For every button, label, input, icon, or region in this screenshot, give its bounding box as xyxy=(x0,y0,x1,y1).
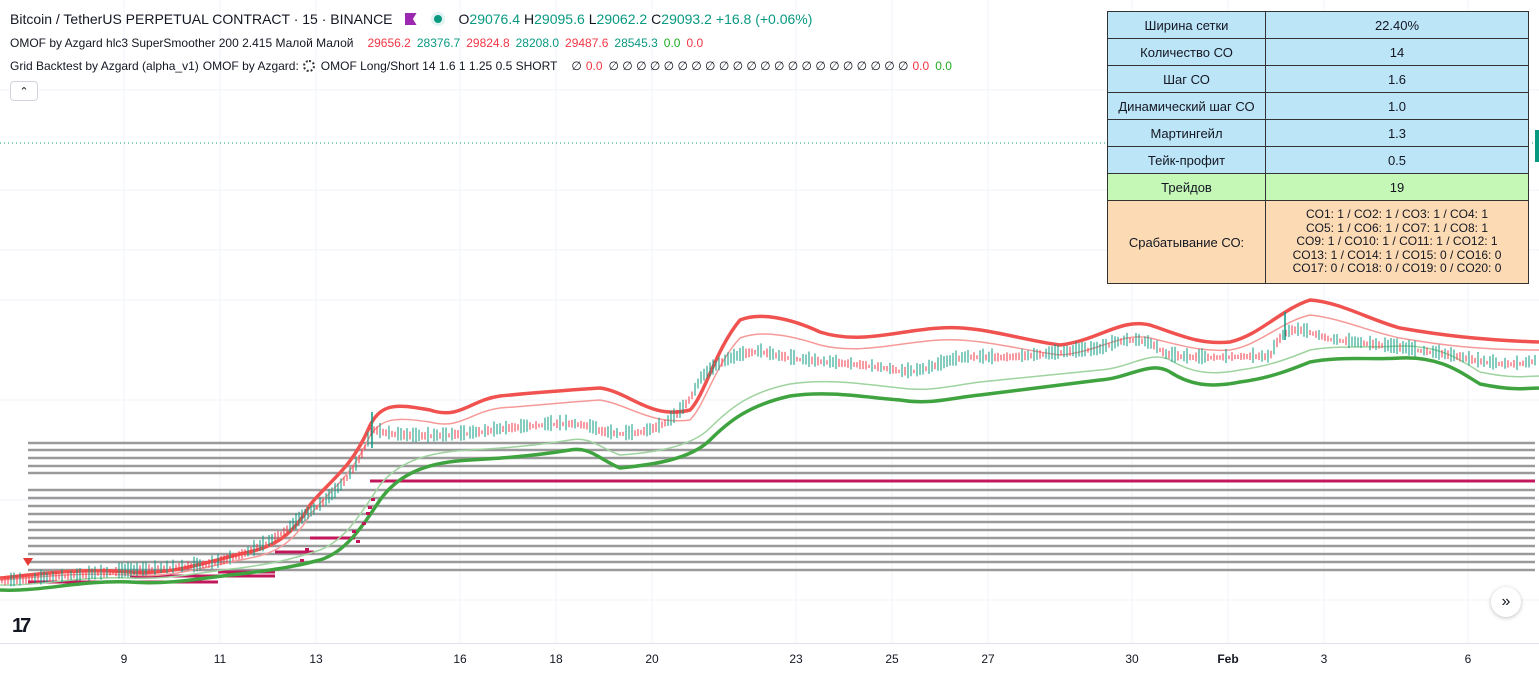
stat-value: 1.0 xyxy=(1265,92,1529,120)
stat-value: 1.6 xyxy=(1265,65,1529,93)
table-row: Динамический шаг СО 1.0 xyxy=(1107,92,1529,120)
ohlc-close-label: C xyxy=(651,11,662,27)
time-tick: 18 xyxy=(549,652,563,666)
time-axis[interactable]: 9 11 13 16 18 20 23 25 27 30 Feb 3 6 xyxy=(0,643,1539,682)
double-chevron-right-icon: » xyxy=(1501,593,1511,610)
stat-label: Количество СО xyxy=(1107,38,1266,66)
time-tick: 27 xyxy=(981,652,995,666)
tradingview-logo-icon[interactable]: 17 xyxy=(12,615,31,637)
ohlc-low-label: L xyxy=(588,11,597,27)
stat-label: Шаг СО xyxy=(1107,65,1266,93)
grid-zero-value: 0.0 xyxy=(912,59,930,73)
lower-inner-band xyxy=(0,345,1539,586)
table-row: Мартингейл 1.3 xyxy=(1107,119,1529,147)
co-line: CO9: 1 / CO10: 1 / CO11: 1 / CO12: 1 xyxy=(1296,234,1498,249)
time-tick: 16 xyxy=(453,652,467,666)
stat-label: Трейдов xyxy=(1107,173,1266,201)
table-row: Срабатывание СО: CO1: 1 / CO2: 1 / CO3: … xyxy=(1107,200,1529,284)
grid-params: OMOF Long/Short 14 1.6 1 1.25 0.5 SHORT xyxy=(320,59,558,73)
co-line: CO17: 0 / CO18: 0 / CO19: 0 / CO20: 0 xyxy=(1292,261,1502,276)
upper-inner-band xyxy=(0,314,1539,581)
gear-icon xyxy=(302,60,315,72)
grid-stats-table: Ширина сетки 22.40% Количество СО 14 Шаг… xyxy=(1107,11,1529,284)
price-path-guide xyxy=(0,331,1539,582)
flag-icon[interactable] xyxy=(404,13,417,25)
stat-label: Тейк-профит xyxy=(1107,146,1266,174)
omof-value: 0.0 xyxy=(686,36,704,50)
time-tick: 25 xyxy=(885,652,899,666)
symbol-legend: Bitcoin / TetherUS PERPETUAL CONTRACT · … xyxy=(10,11,816,27)
grid-empty-values: ∅ ∅ ∅ ∅ ∅ ∅ ∅ ∅ ∅ ∅ ∅ ∅ ∅ ∅ ∅ ∅ ∅ ∅ ∅ ∅ … xyxy=(608,59,909,73)
order-marker xyxy=(371,498,375,501)
stat-label: Динамический шаг СО xyxy=(1107,92,1266,120)
stat-label: Мартингейл xyxy=(1107,119,1266,147)
grid-source-label: OMOF by Azgard: xyxy=(202,59,299,73)
grid-backtest-name[interactable]: Grid Backtest by Azgard (alpha_v1) xyxy=(10,59,199,73)
time-tick: 3 xyxy=(1320,652,1328,666)
order-marker xyxy=(356,540,360,543)
omof-value: 29487.6 xyxy=(565,36,609,50)
market-open-dot-icon xyxy=(430,12,445,26)
co-line: CO5: 1 / CO6: 1 / CO7: 1 / CO8: 1 xyxy=(1305,220,1489,235)
co-line: CO13: 1 / CO14: 1 / CO15: 0 / CO16: 0 xyxy=(1292,247,1502,262)
scroll-to-realtime-button[interactable]: » xyxy=(1491,587,1521,617)
stat-value: 1.3 xyxy=(1265,119,1529,147)
time-tick: 6 xyxy=(1464,652,1472,666)
stat-value: 0.5 xyxy=(1265,146,1529,174)
co-trigger-label: Срабатывание СО: xyxy=(1107,200,1266,284)
time-tick: 11 xyxy=(213,652,227,666)
ohlc-open-value: 29076.4 xyxy=(469,11,521,27)
chart-pane[interactable]: Bitcoin / TetherUS PERPETUAL CONTRACT · … xyxy=(0,0,1539,643)
symbol-title[interactable]: Bitcoin / TetherUS PERPETUAL CONTRACT · … xyxy=(10,11,393,27)
ohlc-high-value: 29095.6 xyxy=(534,11,585,27)
order-marker xyxy=(366,512,370,515)
table-row: Трейдов 19 xyxy=(1107,173,1529,201)
upper-band xyxy=(0,298,1539,580)
order-marker xyxy=(368,506,372,509)
grid-empty-value: ∅ xyxy=(571,59,582,73)
lower-band xyxy=(0,356,1539,592)
time-tick: 9 xyxy=(120,652,128,666)
order-marker xyxy=(352,530,356,533)
order-marker xyxy=(300,559,304,562)
omof-value: 28545.3 xyxy=(614,36,658,50)
ohlc-low-value: 29062.2 xyxy=(596,11,648,27)
stat-value: 19 xyxy=(1265,173,1529,201)
ohlc-high-label: H xyxy=(524,11,535,27)
stat-label: Ширина сетки xyxy=(1107,11,1266,39)
omof-value: 28376.7 xyxy=(416,36,461,50)
time-tick: 30 xyxy=(1125,652,1139,666)
omof-indicator-name[interactable]: OMOF by Azgard hlc3 SuperSmoother 200 2.… xyxy=(10,36,354,50)
chevron-up-icon: ⌃ xyxy=(19,85,29,98)
order-marker xyxy=(305,548,309,551)
ohlc-close-value: 29093.2 xyxy=(661,11,712,27)
stat-value: 22.40% xyxy=(1265,11,1529,39)
stat-value: 14 xyxy=(1265,38,1529,66)
omof-value: 29824.8 xyxy=(466,36,510,50)
time-tick: 20 xyxy=(645,652,659,666)
time-tick: 13 xyxy=(309,652,323,666)
grid-zero-value: 0.0 xyxy=(935,59,952,73)
time-tick: Feb xyxy=(1217,652,1239,666)
omof-value: 0.0 xyxy=(663,36,681,50)
order-marker xyxy=(362,522,366,525)
grid-zero-value: 0.0 xyxy=(585,59,603,73)
table-row: Ширина сетки 22.40% xyxy=(1107,11,1529,39)
price-scale-marker xyxy=(1535,130,1539,162)
omof-indicator-legend[interactable]: OMOF by Azgard hlc3 SuperSmoother 200 2.… xyxy=(10,36,707,50)
time-tick: 23 xyxy=(789,652,803,666)
short-entry-arrow-icon xyxy=(23,558,33,566)
omof-value: 28208.0 xyxy=(515,36,560,50)
grid-backtest-legend[interactable]: Grid Backtest by Azgard (alpha_v1) OMOF … xyxy=(10,59,956,73)
co-trigger-values: CO1: 1 / CO2: 1 / CO3: 1 / CO4: 1 CO5: 1… xyxy=(1265,200,1529,284)
table-row: Тейк-профит 0.5 xyxy=(1107,146,1529,174)
co-line: CO1: 1 / CO2: 1 / CO3: 1 / CO4: 1 xyxy=(1305,207,1489,222)
omof-value: 29656.2 xyxy=(367,36,411,50)
collapse-legend-button[interactable]: ⌃ xyxy=(10,81,38,101)
table-row: Количество СО 14 xyxy=(1107,38,1529,66)
price-change: +16.8 (+0.06%) xyxy=(715,11,813,27)
ohlc-open-label: O xyxy=(458,11,470,27)
table-row: Шаг СО 1.6 xyxy=(1107,65,1529,93)
